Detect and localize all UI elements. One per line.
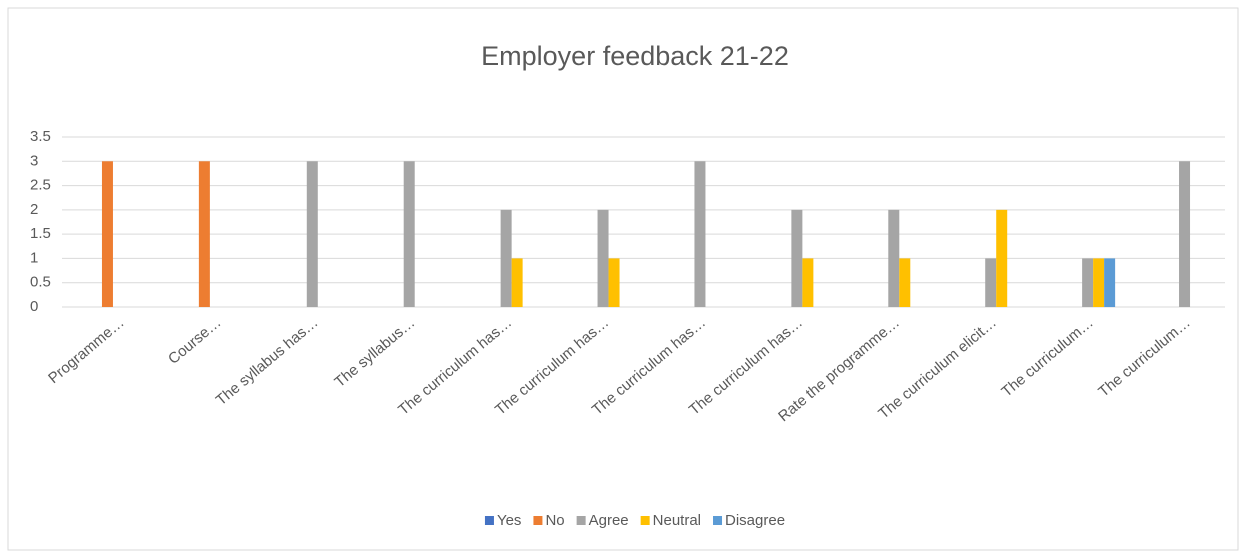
bar <box>1104 258 1116 307</box>
legend-swatch <box>576 516 586 525</box>
y-tick-label: 0.5 <box>30 274 51 291</box>
y-tick-label: 3 <box>30 152 38 169</box>
bar <box>996 209 1008 307</box>
legend: Yes No Agree Neutral Disagree <box>484 512 785 529</box>
bar <box>888 209 900 307</box>
y-tick-label: 0 <box>30 298 38 315</box>
chart-title: Employer feedback 21-22 <box>481 41 789 71</box>
bar <box>306 161 318 307</box>
legend-swatch <box>640 516 650 525</box>
legend-swatch <box>484 516 494 525</box>
legend-swatch <box>533 516 543 525</box>
bar <box>1093 258 1105 307</box>
y-tick-label: 3.5 <box>30 128 51 145</box>
y-tick-label: 1.5 <box>30 225 51 242</box>
y-tick-label: 2.5 <box>30 177 51 194</box>
bar <box>198 161 210 307</box>
legend-label: No <box>545 512 564 529</box>
bar <box>403 161 415 307</box>
bar <box>694 161 706 307</box>
legend-label: Agree <box>589 512 629 529</box>
legend-swatch <box>713 516 723 525</box>
bar <box>1082 258 1094 307</box>
chart-border <box>7 7 1239 551</box>
bar <box>500 209 512 307</box>
bar <box>985 258 997 307</box>
bar <box>1179 161 1191 307</box>
legend-label: Disagree <box>725 512 785 529</box>
bar <box>608 258 620 307</box>
y-tick-label: 1 <box>30 249 38 266</box>
legend-label: Neutral <box>653 512 701 529</box>
bar <box>101 161 113 307</box>
bar <box>802 258 814 307</box>
bar <box>511 258 523 307</box>
bar <box>791 209 803 307</box>
bar <box>899 258 911 307</box>
y-tick-label: 2 <box>30 201 38 218</box>
bar <box>597 209 609 307</box>
legend-label: Yes <box>497 512 521 529</box>
